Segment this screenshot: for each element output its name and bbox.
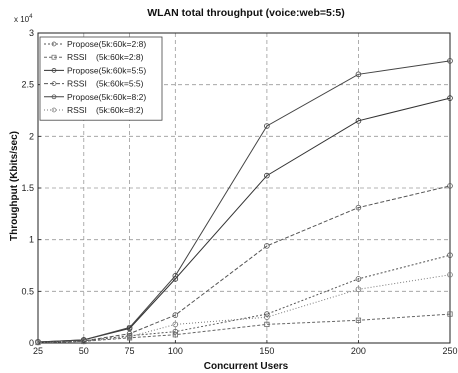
x-tick-label: 150 [259, 346, 274, 356]
legend-label-detail: (5k:60k=5:5) [96, 79, 144, 89]
data-point [264, 123, 270, 129]
legend-marker [51, 41, 57, 47]
x-tick-label: 25 [33, 346, 43, 356]
legend-label: RSSI [67, 79, 87, 89]
y-multiplier-base: x 10 [14, 15, 30, 24]
data-point [447, 95, 453, 101]
series-6 [35, 271, 453, 346]
x-tick-label: 100 [168, 346, 183, 356]
data-point [126, 333, 133, 340]
data-point [172, 312, 179, 318]
x-axis-title: Concurrent Users [204, 361, 289, 372]
data-point [264, 243, 270, 249]
data-point [172, 321, 179, 328]
x-tick-label: 50 [79, 346, 89, 356]
legend-marker [51, 68, 57, 73]
data-point [355, 276, 362, 282]
x-tick-label: 75 [125, 346, 135, 356]
legend-item-4: RSSI (5k:60k=5:5) [44, 79, 144, 89]
legend-label: Propose(5k:60k=5:5) [67, 65, 146, 75]
data-point [264, 321, 270, 328]
y-tick-label: 2 [29, 131, 34, 141]
legend-item-1: Propose(5k:60k=2:8) [44, 39, 146, 49]
data-point [447, 252, 453, 258]
data-point [447, 271, 453, 278]
y-tick-label: 1.5 [21, 183, 34, 193]
data-point [35, 339, 41, 346]
data-point [355, 118, 362, 124]
legend-marker [51, 94, 57, 100]
series-line [37, 60, 451, 343]
data-point [172, 332, 178, 338]
data-point [80, 338, 87, 345]
data-point [172, 273, 179, 279]
legend-label: Propose(5k:60k=2:8) [67, 39, 146, 49]
legend-label-detail: (5k:60k=8:2) [96, 105, 144, 115]
data-point [126, 330, 133, 337]
data-point [172, 328, 179, 335]
chart-title: WLAN total throughput (voice:web=5:5) [147, 7, 344, 19]
series-line [37, 274, 451, 343]
y-multiplier-exp: 4 [29, 14, 33, 20]
y-axis-title: Throughput (Kbits/sec) [9, 131, 20, 241]
legend-label: Propose(5k:60k=8:2) [67, 92, 146, 102]
legend-label: RSSI [67, 105, 87, 115]
legend-marker [51, 81, 57, 86]
data-point [447, 183, 453, 189]
data-point [355, 204, 362, 211]
legend-label-detail: (5k:60k=2:8) [96, 52, 144, 62]
y-multiplier: x 104 [14, 14, 33, 24]
data-point [355, 317, 362, 323]
data-point [355, 71, 362, 78]
legend-item-3: Propose(5k:60k=5:5) [44, 65, 146, 75]
legend-item-2: RSSI (5k:60k=2:8) [44, 52, 144, 62]
data-point [447, 311, 453, 317]
data-point [447, 58, 453, 64]
legend-item-5: Propose(5k:60k=8:2) [44, 92, 146, 102]
y-tick-label: 0.5 [21, 286, 34, 296]
legend-item-6: RSSI (5k:60k=8:2) [44, 105, 144, 115]
x-tick-label: 200 [351, 346, 366, 356]
data-point [80, 337, 87, 343]
y-tick-label: 2.5 [21, 80, 34, 90]
data-point [126, 324, 133, 331]
data-point [355, 286, 362, 293]
series [35, 58, 453, 346]
legend-box [39, 36, 163, 121]
legend-marker [51, 107, 57, 113]
data-point [264, 314, 270, 320]
legend-marker [51, 54, 57, 60]
legend: Propose(5k:60k=2:8) RSSI (5k:60k=2:8) Propo… [39, 36, 163, 121]
series-5 [35, 58, 453, 345]
x-tick-label: 250 [442, 346, 457, 356]
y-tick-label: 0 [29, 338, 34, 348]
legend-label: RSSI [67, 52, 87, 62]
y-tick-label: 1 [29, 235, 34, 245]
data-point [264, 311, 270, 317]
data-point [264, 172, 270, 179]
y-tick-label: 3 [29, 28, 34, 38]
